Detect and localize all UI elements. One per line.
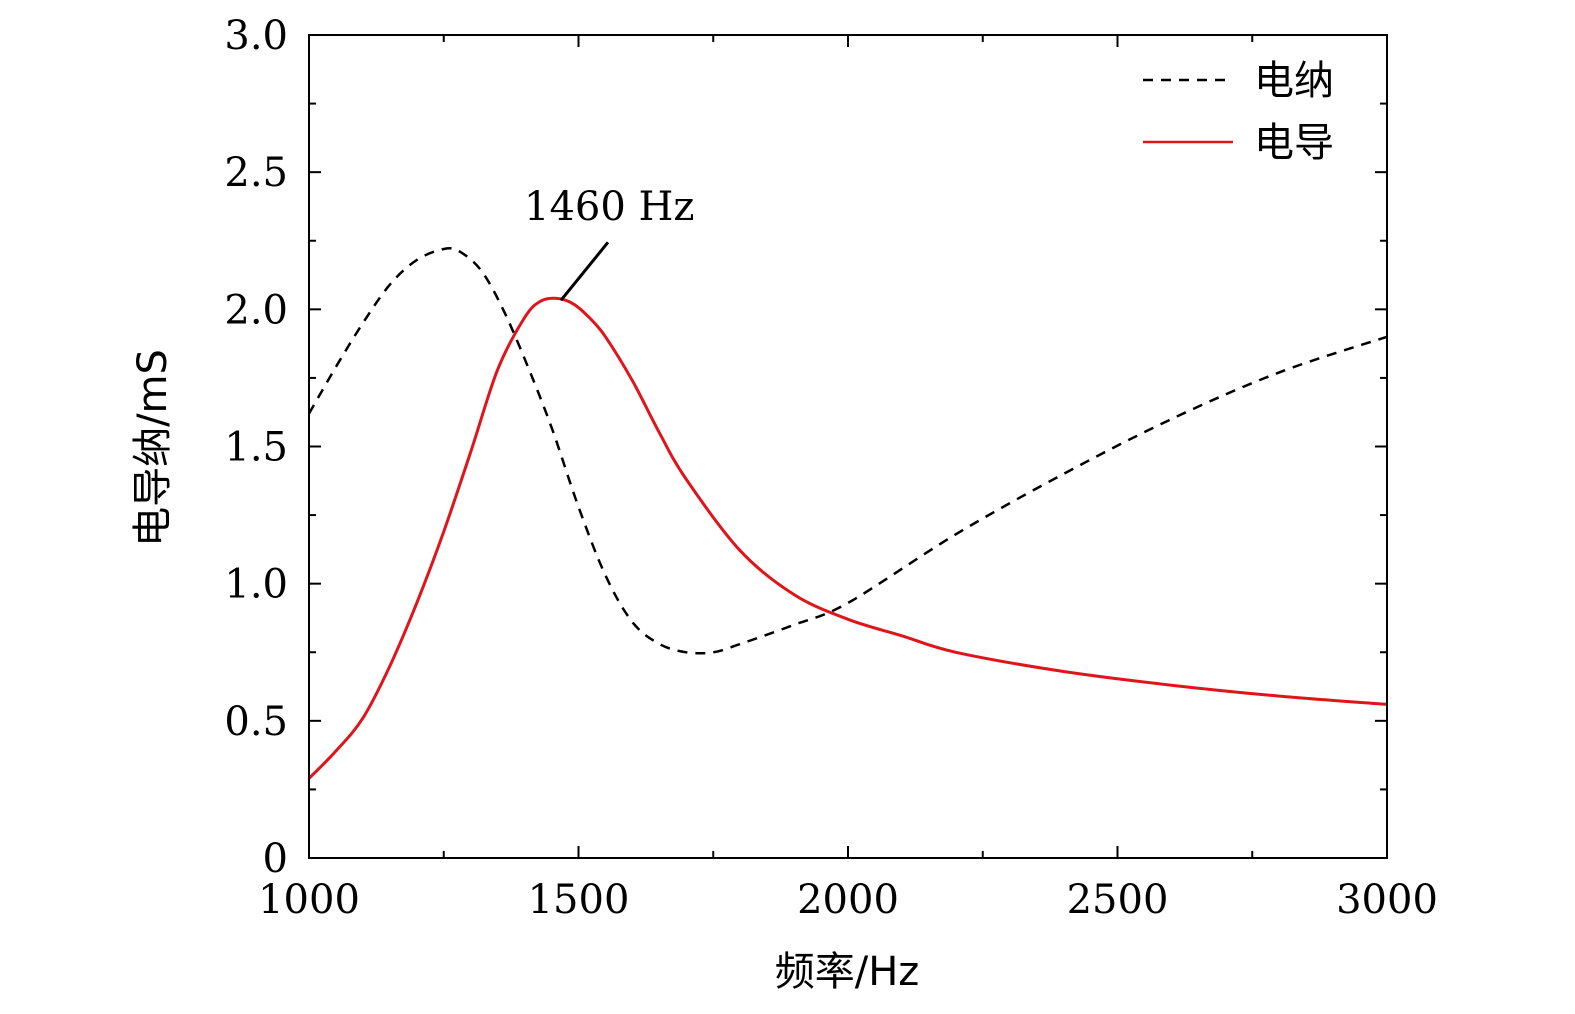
annotation-leader-line	[559, 241, 610, 302]
x-tick-label: 3000	[1336, 877, 1438, 923]
y-tick-label: 2.5	[224, 150, 288, 196]
x-tick-label: 2500	[1067, 877, 1169, 923]
y-tick-label: 1.0	[224, 562, 288, 608]
legend-label-susceptance: 电纳	[1254, 58, 1334, 104]
y-axis-title: 电导纳/mS	[130, 349, 176, 547]
annotation-label: 1460 Hz	[524, 184, 694, 230]
y-tick-label: 2.0	[224, 287, 288, 333]
x-tick-label: 1500	[528, 877, 630, 923]
x-tick-label: 1000	[258, 877, 360, 923]
y-axis-ticks: 0 0.5 1.0 1.5 2.0 2.5 3.0	[224, 13, 1387, 882]
x-axis-title: 频率/Hz	[775, 949, 920, 995]
legend-label-conductance: 电导	[1254, 120, 1334, 166]
y-tick-label: 0.5	[224, 699, 288, 745]
y-tick-label: 3.0	[224, 13, 288, 59]
legend: 电纳 电导	[1143, 58, 1334, 166]
y-tick-label: 1.5	[224, 425, 288, 471]
series-line-conductance	[307, 296, 1388, 780]
y-tick-label: 0	[263, 836, 288, 882]
x-tick-label: 2000	[797, 877, 899, 923]
series-layer	[307, 247, 1388, 780]
series-line-susceptance	[307, 247, 1388, 655]
x-axis-ticks: 1000 1500 2000 2500 3000	[258, 35, 1438, 923]
plot-frame	[308, 34, 1388, 859]
